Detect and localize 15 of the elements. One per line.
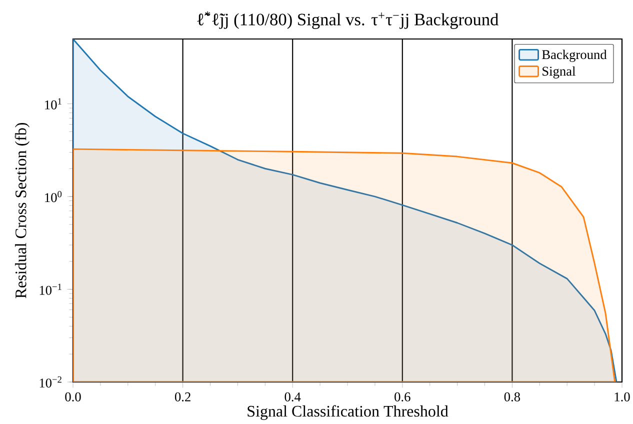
y-tick-label: 10$^{0}$ [45,190,62,202]
legend-label: Signal [542,66,576,78]
legend-label: Background [542,50,607,62]
y-tick-label: 10$^{−2}$ [40,376,62,388]
x-tick-label: 1.0 [614,392,630,402]
y-tick-label: 10$^{1}$ [45,98,62,110]
x-tick-label: 0.8 [504,392,520,402]
y-tick-label: 10$^{−1}$ [40,284,62,295]
x-tick-label: 0.4 [284,392,301,402]
x-tick-label: 0.2 [174,392,190,402]
x-axis-title: Signal Classification Threshold [248,405,448,420]
y-axis-title: Residual Cross Section (fb) [14,123,30,298]
x-tick-label: 0.0 [65,392,81,402]
x-tick-label: 0.6 [394,392,410,402]
chart-title: ℓ̃$^{*}$ℓ̃jj (110/80) Signal vs. τ$^{+}$τ$^{−}$jj Background [197,11,499,29]
